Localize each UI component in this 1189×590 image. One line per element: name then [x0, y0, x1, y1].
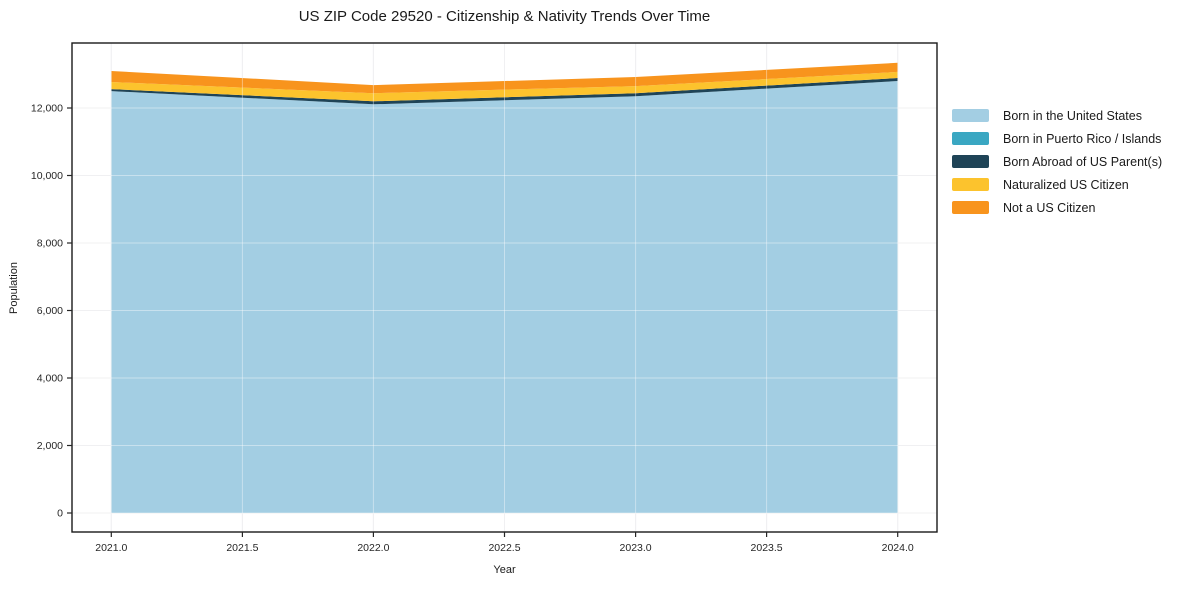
- legend-swatch-icon: [952, 132, 989, 145]
- x-tick-label: 2021.0: [95, 542, 127, 554]
- y-tick-label: 0: [57, 508, 63, 520]
- y-tick-label: 10,000: [31, 170, 63, 182]
- y-tick-label: 2,000: [37, 440, 63, 452]
- y-axis-label: Population: [8, 262, 20, 314]
- y-tick-label: 4,000: [37, 373, 63, 385]
- legend-item: Not a US Citizen: [952, 200, 1162, 215]
- x-tick-label: 2021.5: [226, 542, 258, 554]
- legend-item: Born in Puerto Rico / Islands: [952, 131, 1162, 146]
- x-tick-label: 2023.0: [620, 542, 652, 554]
- area-series: [111, 62, 898, 94]
- legend-item: Naturalized US Citizen: [952, 177, 1162, 192]
- x-tick-label: 2024.0: [882, 542, 914, 554]
- y-tick-label: 6,000: [37, 305, 63, 317]
- legend-item: Born in the United States: [952, 108, 1162, 123]
- area-series: [111, 71, 898, 102]
- x-tick-label: 2023.5: [751, 542, 783, 554]
- x-axis-label: Year: [493, 564, 516, 576]
- legend-label: Born in Puerto Rico / Islands: [1003, 131, 1162, 146]
- legend-swatch-icon: [952, 155, 989, 168]
- legend-swatch-icon: [952, 109, 989, 122]
- legend-label: Born Abroad of US Parent(s): [1003, 154, 1163, 169]
- area-series: [111, 78, 898, 105]
- legend-label: Not a US Citizen: [1003, 200, 1096, 215]
- area-series: [111, 81, 898, 513]
- legend-item: Born Abroad of US Parent(s): [952, 154, 1163, 169]
- x-tick-label: 2022.0: [357, 542, 389, 554]
- legend-label: Born in the United States: [1003, 108, 1142, 123]
- y-tick-label: 12,000: [31, 103, 63, 115]
- legend-swatch-icon: [952, 178, 989, 191]
- chart-title: US ZIP Code 29520 - Citizenship & Nativi…: [298, 8, 711, 25]
- legend-swatch-icon: [952, 201, 989, 214]
- x-tick-label: 2022.5: [488, 542, 520, 554]
- legend: Born in the United States Born in Puerto …: [952, 109, 1162, 224]
- legend-label: Naturalized US Citizen: [1003, 177, 1129, 192]
- y-tick-label: 8,000: [37, 238, 63, 250]
